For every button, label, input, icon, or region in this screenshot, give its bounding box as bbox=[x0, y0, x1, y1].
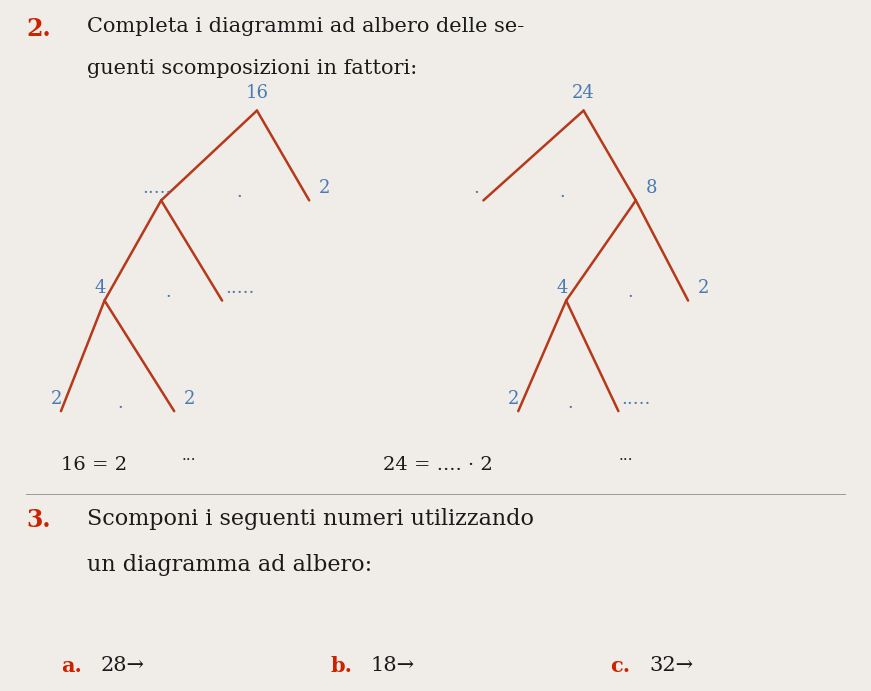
Text: .....: ..... bbox=[142, 179, 172, 197]
Text: 16 = 2: 16 = 2 bbox=[61, 456, 127, 474]
Text: .....: ..... bbox=[621, 390, 651, 408]
Text: 2: 2 bbox=[319, 179, 331, 197]
Text: 2: 2 bbox=[698, 279, 710, 297]
Text: 2: 2 bbox=[184, 390, 196, 408]
Text: 28→: 28→ bbox=[100, 656, 145, 675]
Text: ···: ··· bbox=[181, 453, 196, 466]
Text: 24: 24 bbox=[572, 84, 595, 102]
Text: a.: a. bbox=[61, 656, 82, 676]
Text: ·: · bbox=[165, 288, 171, 306]
Text: .: . bbox=[474, 179, 479, 197]
Text: Scomponi i seguenti numeri utilizzando: Scomponi i seguenti numeri utilizzando bbox=[87, 508, 534, 530]
Text: 2: 2 bbox=[508, 390, 520, 408]
Text: 18→: 18→ bbox=[370, 656, 415, 675]
Text: 4: 4 bbox=[556, 279, 568, 297]
Text: ·: · bbox=[559, 188, 564, 206]
Text: Completa i diagrammi ad albero delle se-: Completa i diagrammi ad albero delle se- bbox=[87, 17, 524, 36]
Text: ·: · bbox=[118, 399, 123, 417]
Text: ·: · bbox=[628, 288, 633, 306]
Text: 2: 2 bbox=[51, 390, 63, 408]
Text: ·: · bbox=[568, 399, 573, 417]
Text: guenti scomposizioni in fattori:: guenti scomposizioni in fattori: bbox=[87, 59, 417, 77]
Text: ·: · bbox=[237, 188, 242, 206]
Text: 32→: 32→ bbox=[649, 656, 693, 675]
Text: c.: c. bbox=[610, 656, 630, 676]
Text: 3.: 3. bbox=[26, 508, 51, 532]
Text: un diagramma ad albero:: un diagramma ad albero: bbox=[87, 554, 372, 576]
Text: .....: ..... bbox=[225, 279, 254, 297]
Text: 4: 4 bbox=[94, 279, 106, 297]
Text: 16: 16 bbox=[246, 84, 268, 102]
Text: 24 = .... · 2: 24 = .... · 2 bbox=[383, 456, 493, 474]
Text: b.: b. bbox=[331, 656, 353, 676]
Text: 2.: 2. bbox=[26, 17, 51, 41]
Text: 8: 8 bbox=[645, 179, 658, 197]
Text: ···: ··· bbox=[618, 453, 633, 466]
